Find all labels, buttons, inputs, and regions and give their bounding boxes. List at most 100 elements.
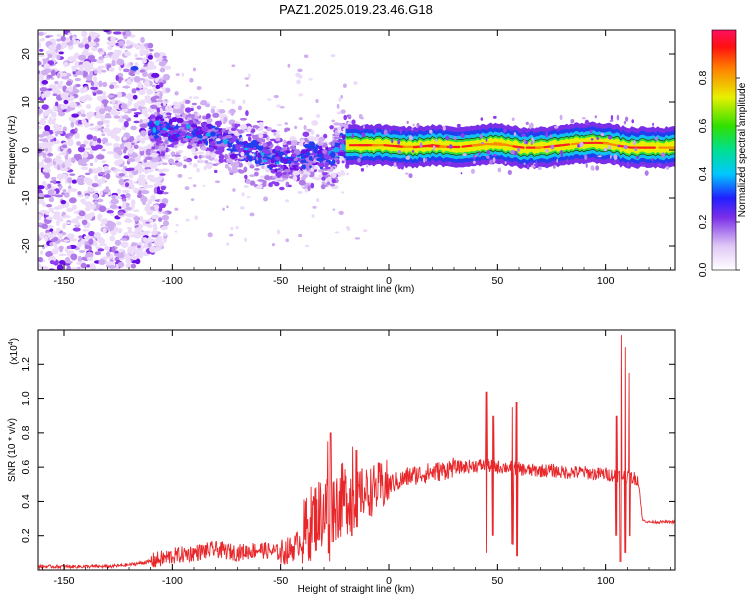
spectrogram-blob [254,171,259,177]
spectrogram-blob [263,148,268,152]
spectrogram-blob [97,95,102,102]
spectrogram-blob [38,138,47,142]
spectrogram-blob [58,185,63,189]
spectrogram-blob [472,160,476,164]
spectrogram-blob [282,144,289,148]
spectrogram-blob [163,211,168,215]
spectrogram-blob [265,167,270,173]
spectrogram-blob [185,218,190,222]
spectrogram-blob [93,232,101,239]
spectrogram-blob [399,129,402,135]
spectrogram-blob [214,120,222,126]
spectrogram-blob [549,134,552,138]
spectrogram-blob [153,92,161,97]
spectrogram-blob [553,164,556,169]
spectrogram-blob [257,152,261,158]
spectrogram-blob [589,129,593,133]
spectrogram-blob [517,147,520,152]
spectrogram-blob [38,54,46,58]
spectrogram-blob [170,143,175,148]
spectrogram-blob [52,236,59,242]
spectrogram-blob [73,53,79,60]
spectrogram-blob [313,165,318,170]
colorbar-label: Normalized spectral amplitude [737,82,748,217]
spectrogram-blob [338,152,346,157]
spectrogram-blob [120,103,128,110]
spectrogram-blob [65,221,72,225]
spectrogram-blob [135,57,144,61]
spectrogram-blob [40,117,48,121]
spectrogram-blob [177,136,183,140]
spectrogram-blob [194,155,198,160]
spectrogram-blob [239,206,245,210]
spectrogram-blob [240,151,245,157]
spectrogram-blob [38,200,42,205]
spectrogram-blob [77,191,82,196]
spectrogram-blob [55,139,60,145]
spectrogram-blob [75,83,81,88]
spectrogram-blob [39,209,48,214]
spectrogram-blob [110,198,119,205]
spectrogram-blob [651,158,654,162]
spectrogram-blob [136,134,142,142]
spectrogram-blob [61,192,65,195]
spectrogram-blob [122,201,127,206]
x-tick-label: -50 [273,275,288,287]
spectrogram-blob [113,146,122,153]
spectrogram-blob [158,82,164,88]
spectrogram-blob [285,199,289,203]
spectrogram-blob [110,36,116,42]
spectrogram-blob [158,202,167,209]
spectrogram-blob [118,257,125,261]
spectrogram-blob [102,81,108,88]
spectrogram-blob [133,187,139,194]
spectrogram-blob [61,151,67,156]
spectrogram-blob [537,166,542,171]
spectrogram-blob [109,81,118,85]
spectrogram-blob [44,235,48,242]
spectrogram-blob [68,197,77,204]
spectrogram-blob [42,194,52,198]
spectrogram-blob [310,182,315,189]
spectrogram-blob [124,168,133,172]
spectrogram-blob [321,176,326,181]
spectrogram-blob [262,142,268,148]
spectrogram-blob [161,60,168,64]
spectrogram-blob [150,104,158,109]
spectrogram-blob [94,32,100,37]
spectrogram-blob [240,124,248,130]
spectrogram-blob [351,119,356,125]
spectrogram-blob [535,160,538,165]
spectrogram-blob [157,125,161,131]
spectrogram-blob [129,180,133,188]
spectrogram-blob [363,125,365,129]
spectrogram-blob [591,167,595,171]
spectrogram-blob [177,123,182,127]
spectrogram-blob [345,172,350,176]
spectrogram-blob [321,181,326,185]
spectrogram-blob [224,164,229,169]
spectrogram-blob [67,56,75,63]
spectrogram-blob [383,129,388,136]
spectrogram-blob [101,69,107,73]
spectrogram-blob [207,129,211,134]
spectrogram-blob [337,126,343,131]
spectrogram-blob [61,75,70,80]
spectrogram-blob [85,252,89,259]
spectrogram-blob [205,150,211,156]
spectrogram-blob [61,163,66,169]
spectrogram-blob [184,107,192,113]
spectrogram-blob [330,53,336,58]
spectrogram-blob [150,194,156,202]
spectrogram-blob [94,251,101,256]
spectrogram-blob [46,74,53,79]
spectrogram-blob [80,262,87,269]
spectrogram-blob [192,142,196,148]
spectrogram-blob [316,157,323,162]
spectrogram-blob [60,200,67,205]
snr-x-axis: -150 -100 -50 0 50 100 [41,330,672,587]
spectrogram-blob [101,137,109,144]
spectrogram-blob [67,96,73,100]
spectrogram-blob [205,113,211,119]
spectrogram-blob [298,179,306,186]
